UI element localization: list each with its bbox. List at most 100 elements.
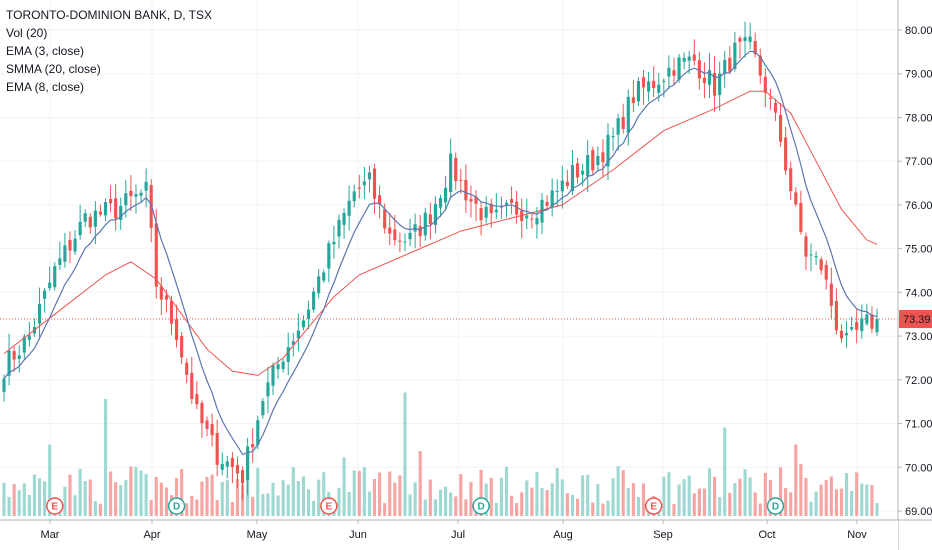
candle [378, 185, 382, 219]
volume-bar [621, 470, 625, 516]
volume-bar [601, 503, 605, 516]
candle [286, 332, 290, 376]
volume-bar [428, 479, 432, 516]
dividend-badge[interactable]: D [472, 497, 490, 515]
volume-bar [195, 499, 199, 516]
candle-body [794, 192, 798, 205]
candle-body [48, 282, 52, 289]
volume-bar [499, 477, 503, 516]
volume-bar [73, 495, 77, 516]
candle-body [723, 59, 727, 74]
volume-bar [606, 500, 610, 516]
volume-bar [540, 487, 544, 516]
candle [53, 262, 57, 291]
volume-bar [535, 472, 539, 516]
volume-bar [372, 478, 377, 516]
volume-bar [347, 491, 351, 516]
candle-body [109, 199, 113, 204]
volume-bar [839, 488, 844, 516]
volume-bar [586, 474, 590, 516]
candle [596, 146, 600, 172]
candle-body [814, 256, 818, 258]
indicator-ema-3[interactable]: EMA (3, close) [6, 44, 85, 58]
candle-body [804, 236, 808, 257]
candle [748, 22, 752, 50]
candle-body [677, 57, 681, 80]
badge-circle [46, 497, 64, 515]
volume-bar [185, 503, 189, 516]
volume-bar [738, 478, 742, 516]
candle [875, 308, 879, 336]
candle-body [83, 213, 87, 222]
price-tick-label: 74.00 [905, 287, 932, 299]
candle [352, 184, 356, 208]
candle-body [875, 319, 879, 333]
indicator-smma-20[interactable]: SMMA (20, close) [6, 62, 101, 76]
candle [225, 455, 229, 479]
candle-body [286, 347, 290, 362]
candle-body [17, 355, 21, 359]
candle-body [246, 446, 250, 480]
candle [743, 21, 747, 58]
candle [631, 80, 635, 113]
indicator-ema-8[interactable]: EMA (8, close) [6, 80, 85, 94]
candle-body [834, 301, 838, 331]
candle-body [850, 327, 854, 330]
volume-bar [119, 485, 123, 516]
candle [484, 196, 488, 224]
volume-bar [149, 500, 153, 516]
candle [159, 277, 163, 316]
candle-body [68, 239, 72, 251]
badge-letter: E [326, 502, 333, 513]
indicator-volume[interactable]: Vol (20) [6, 26, 48, 40]
dividend-badge[interactable]: D [167, 497, 186, 515]
candle-body [758, 55, 762, 76]
volume-bar [103, 399, 108, 516]
volume-bar [63, 486, 67, 516]
volume-bar [865, 484, 869, 516]
ema-8-line [3, 50, 878, 456]
volume-bar [794, 444, 798, 516]
volume-bar [388, 471, 392, 516]
candle-body [119, 206, 123, 221]
candle-body [753, 41, 757, 55]
symbol-title[interactable]: TORONTO-DOMINION BANK, D, TSX [6, 8, 213, 22]
candle [63, 232, 67, 268]
volume-bar [489, 478, 493, 516]
candle-body [205, 420, 209, 429]
candle [575, 157, 580, 184]
candle [342, 208, 346, 239]
candle [753, 32, 757, 58]
volume-bar [78, 468, 82, 516]
volume-bar [591, 502, 595, 516]
volume-bar [875, 503, 879, 516]
candle [662, 78, 666, 98]
candle-body [367, 172, 372, 180]
candle-body [464, 179, 468, 201]
badge-letter: D [477, 502, 484, 513]
time-axis[interactable]: Mar Apr May Jun Jul Aug Sep Oct Nov [0, 519, 932, 550]
earnings-badge[interactable]: E [46, 497, 64, 515]
volume-bar [83, 481, 87, 516]
candle [778, 102, 783, 147]
candle [530, 212, 534, 229]
price-axis[interactable]: 69.00 70.00 71.00 72.00 73.00 74.00 75.00 76.00… [897, 0, 932, 550]
candle [37, 287, 42, 340]
earnings-badge[interactable]: E [644, 497, 663, 515]
candle [758, 48, 762, 84]
candle [586, 140, 590, 193]
volume-bar [667, 472, 671, 516]
candle-body [657, 84, 661, 93]
candle [682, 52, 686, 70]
time-tick-label: Mar [41, 529, 60, 541]
candle-body [636, 81, 641, 102]
candle-body [459, 179, 463, 181]
candle [509, 186, 514, 214]
volume-bar [200, 481, 204, 516]
candle [809, 243, 813, 272]
dividend-badge[interactable]: D [766, 497, 785, 515]
candle [773, 98, 778, 122]
earnings-badge[interactable]: E [320, 497, 338, 515]
